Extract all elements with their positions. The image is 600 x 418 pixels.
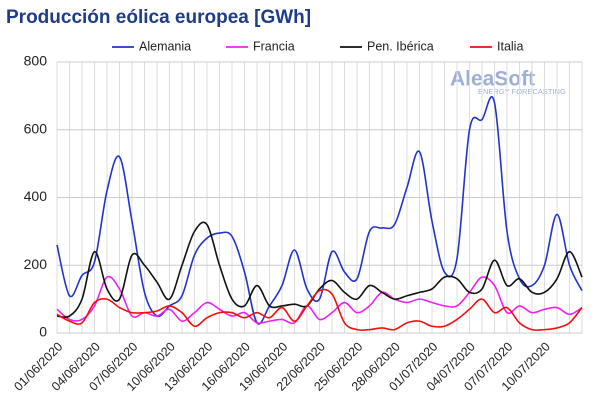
logo-tagline: ENERGY FORECASTING (478, 87, 566, 96)
y-tick-label: 400 (24, 188, 48, 204)
legend-label: Italia (497, 39, 523, 53)
y-tick-label: 600 (24, 120, 48, 136)
series-line (56, 288, 583, 331)
y-tick-label: 200 (24, 256, 48, 272)
legend-label: Alemania (139, 39, 191, 53)
series-line (56, 221, 583, 319)
y-tick-label: 0 (39, 324, 47, 340)
y-tick-label: 800 (24, 53, 48, 69)
chart-title: Producción eólica europea [GWh] (6, 7, 311, 28)
logo-name: AleaSoft (450, 68, 535, 91)
legend-label: Pen. Ibérica (367, 39, 434, 53)
legend-label: Francia (253, 39, 295, 53)
